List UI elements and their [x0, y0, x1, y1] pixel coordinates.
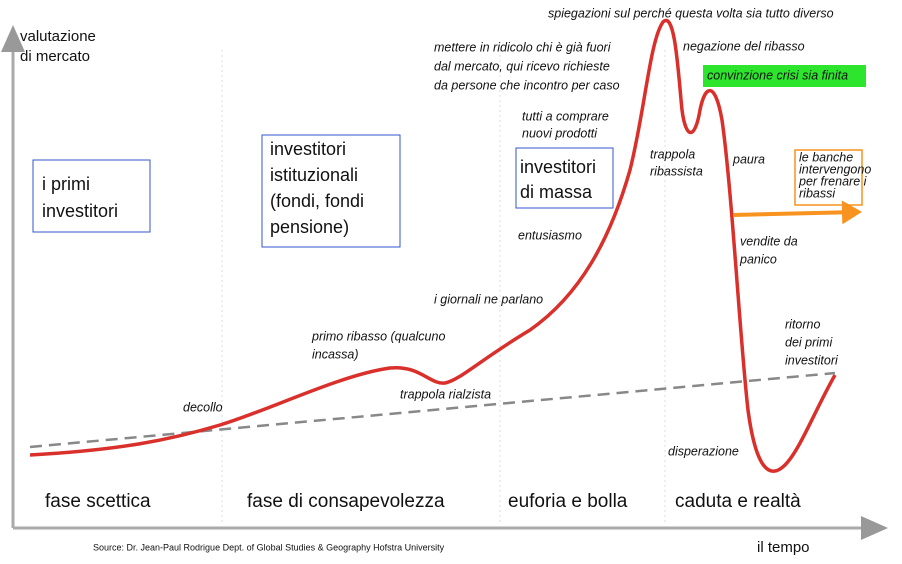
label: ribassi	[799, 186, 836, 200]
label: dal mercato, qui ricevo richieste	[434, 59, 610, 73]
label: di massa	[520, 182, 593, 202]
label: entusiasmo	[518, 228, 582, 242]
label: per frenare i	[798, 174, 868, 188]
label: vendite da	[740, 234, 798, 248]
label: dei primi	[785, 335, 833, 349]
label: incassa)	[312, 347, 359, 361]
phase-separators	[221, 50, 666, 525]
label: investitori	[785, 353, 839, 367]
label: (fondi, fondi	[270, 191, 364, 211]
label: ritorno	[785, 317, 820, 331]
highlight-box	[703, 65, 866, 87]
texts: valutazione di mercato il tempo fase scetti…	[20, 6, 871, 556]
label: negazione del ribasso	[683, 39, 805, 53]
bubble-curve	[29, 18, 837, 473]
label: le banche	[799, 150, 853, 164]
label: nuovi prodotti	[522, 126, 598, 140]
label: investitori	[42, 201, 118, 221]
label: decollo	[183, 400, 223, 414]
label: ribassista	[650, 164, 703, 178]
label: spiegazioni sul perché questa volta sia …	[548, 6, 834, 20]
label: i giornali ne parlano	[434, 292, 543, 306]
label: investitori	[270, 139, 346, 159]
label: convinzione crisi sia finita	[707, 68, 848, 82]
label: di mercato	[20, 48, 90, 65]
label: investitori	[520, 157, 596, 177]
bank-box	[794, 149, 863, 206]
label: primo ribasso (qualcuno	[311, 329, 445, 343]
bank-arrow	[732, 200, 862, 225]
label: i primi	[42, 174, 90, 194]
box	[515, 147, 614, 209]
label: panico	[739, 252, 777, 266]
label: Source: Dr. Jean-Paul Rodrigue Dept. of …	[93, 542, 445, 552]
label: istituzionali	[270, 165, 358, 185]
label: da persone che incontro per caso	[434, 78, 620, 92]
label: il tempo	[757, 539, 810, 556]
label: tutti a comprare	[522, 109, 609, 123]
label: fase scettica	[45, 491, 151, 512]
label: pensione)	[270, 217, 349, 237]
label: fase di consapevolezza	[247, 491, 445, 512]
label: valutazione	[20, 28, 96, 45]
box	[261, 134, 401, 248]
label: intervengono	[799, 162, 871, 176]
label: disperazione	[668, 444, 739, 458]
axes	[0, 25, 888, 540]
label: mettere in ridicolo chi è già fuori	[434, 40, 612, 54]
label: euforia e bolla	[508, 491, 628, 512]
label: trappola	[650, 147, 695, 161]
box	[32, 159, 151, 233]
label: paura	[732, 152, 765, 166]
label: trappola rialzista	[400, 387, 491, 401]
label: caduta e realtà	[675, 491, 801, 512]
trend-line	[29, 371, 836, 449]
